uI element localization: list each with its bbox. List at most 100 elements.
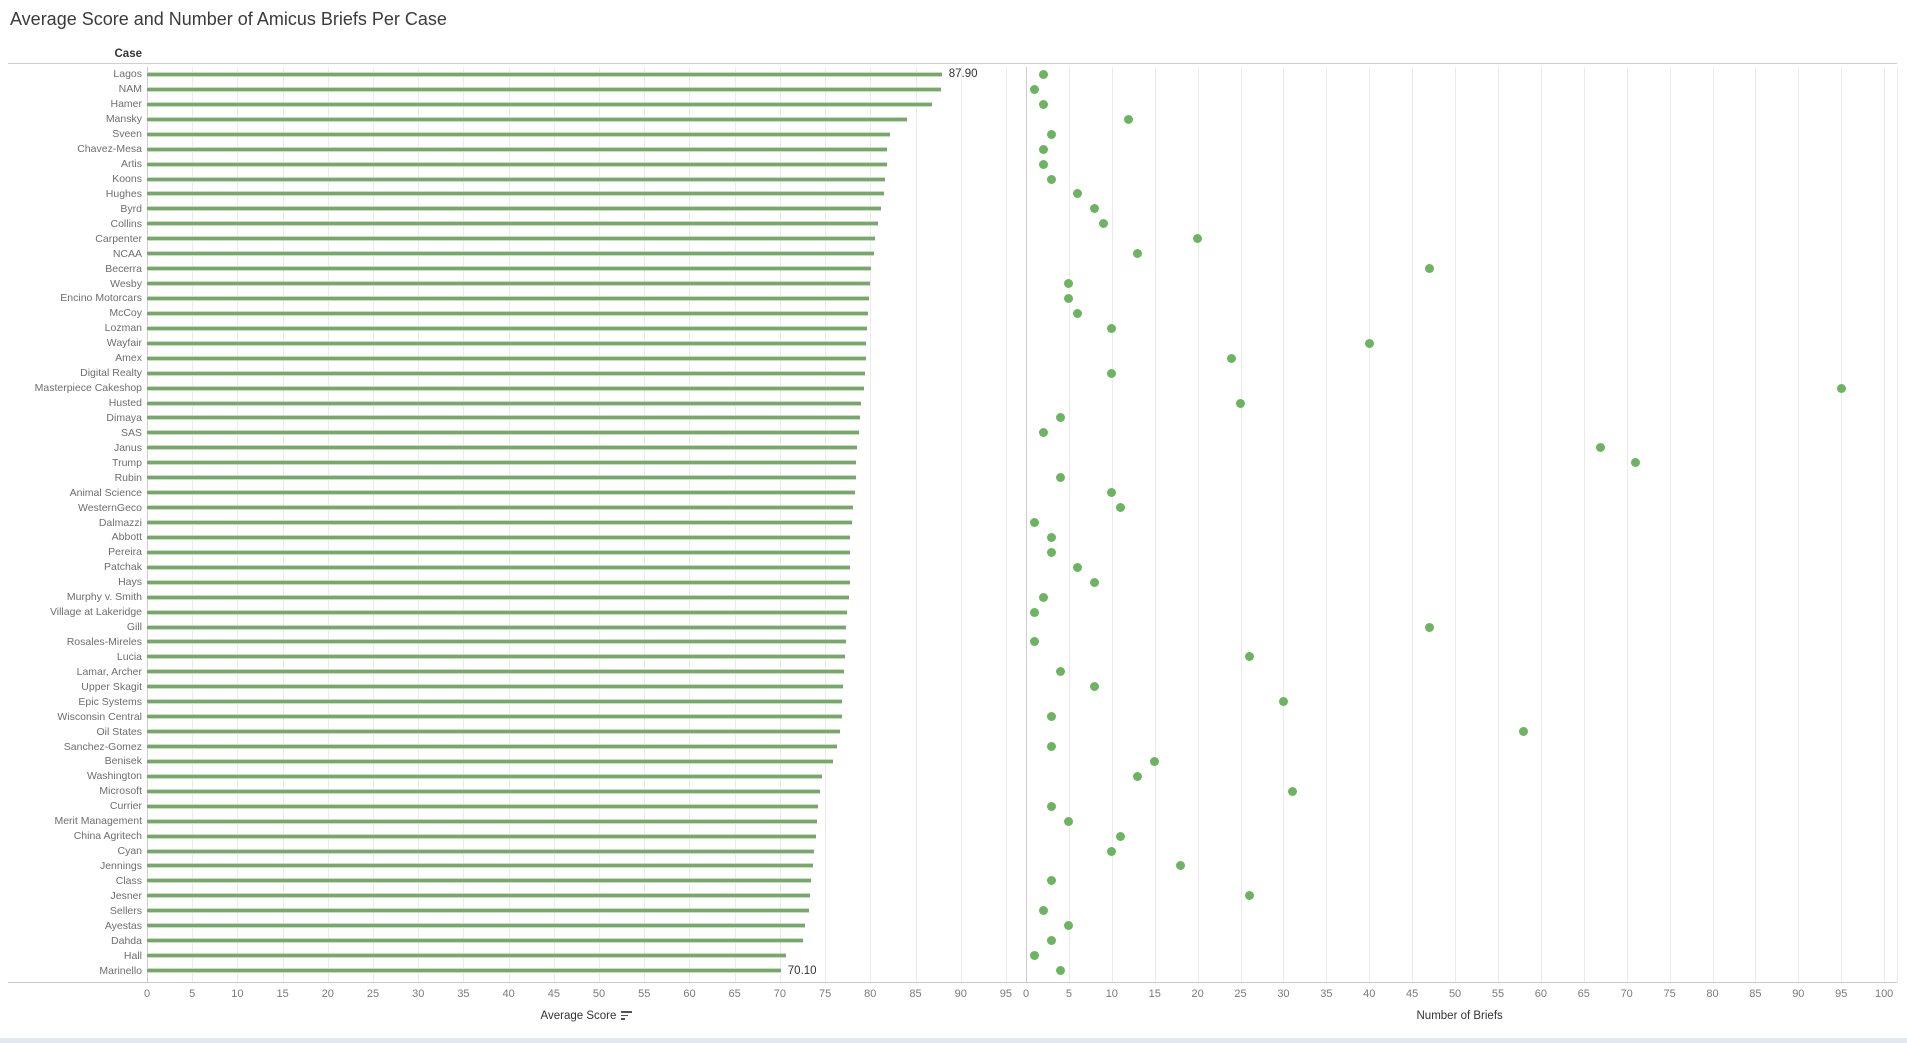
case-label[interactable]: Jesner [110, 889, 142, 902]
score-bar[interactable] [147, 520, 853, 525]
briefs-dot[interactable] [1175, 861, 1185, 871]
briefs-dot[interactable] [1150, 756, 1160, 766]
case-label[interactable]: Upper Skagit [81, 680, 142, 693]
case-label[interactable]: Patchak [104, 561, 142, 574]
case-label[interactable]: Hall [123, 949, 142, 962]
briefs-dot[interactable] [1278, 697, 1288, 707]
briefs-dot[interactable] [1090, 682, 1100, 692]
score-bar[interactable] [147, 310, 868, 316]
briefs-dot[interactable] [1047, 547, 1057, 557]
case-label[interactable]: Currier [109, 800, 142, 813]
briefs-dot[interactable] [1090, 577, 1100, 587]
score-bar[interactable] [147, 251, 874, 257]
case-label[interactable]: Epic Systems [78, 695, 142, 708]
score-bar[interactable] [147, 86, 941, 92]
score-bar[interactable] [147, 669, 845, 675]
briefs-dot[interactable] [1047, 876, 1057, 886]
score-bar[interactable] [147, 385, 864, 391]
briefs-dot[interactable] [1047, 801, 1057, 811]
briefs-dot[interactable] [1055, 413, 1065, 423]
briefs-dot[interactable] [1064, 293, 1074, 303]
briefs-dot[interactable] [1038, 99, 1048, 109]
score-bar[interactable] [147, 370, 865, 376]
briefs-dot[interactable] [1090, 204, 1100, 214]
briefs-dot[interactable] [1047, 129, 1057, 139]
score-bar[interactable] [147, 534, 851, 540]
case-label[interactable]: Dalmazzi [98, 516, 142, 529]
case-label[interactable]: Sveen [112, 128, 142, 141]
briefs-dot[interactable] [1287, 786, 1297, 796]
briefs-dot[interactable] [1424, 264, 1434, 274]
sort-descending-icon[interactable] [621, 1011, 633, 1020]
briefs-dot[interactable] [1596, 443, 1606, 453]
case-label[interactable]: WesternGeco [78, 501, 142, 514]
briefs-dot[interactable] [1064, 279, 1074, 289]
briefs-dot[interactable] [1519, 727, 1529, 737]
case-label[interactable]: Village at Lakeridge [49, 606, 142, 619]
case-label[interactable]: Chavez-Mesa [77, 143, 142, 156]
score-bar[interactable] [147, 71, 942, 77]
case-label[interactable]: Wayfair [106, 337, 142, 350]
case-label[interactable]: Microsoft [99, 785, 142, 798]
score-bar[interactable] [147, 206, 882, 212]
score-bar[interactable] [147, 355, 866, 361]
score-bar[interactable] [147, 624, 846, 630]
briefs-dot[interactable] [1107, 846, 1117, 856]
briefs-dot[interactable] [1107, 323, 1117, 333]
case-label[interactable]: Byrd [120, 202, 142, 215]
case-label[interactable]: Trump [112, 456, 142, 469]
score-bar[interactable] [147, 161, 887, 167]
case-label[interactable]: Wesby [110, 277, 142, 290]
briefs-dot[interactable] [1038, 144, 1048, 154]
briefs-dot[interactable] [1424, 622, 1434, 632]
briefs-dot[interactable] [1115, 831, 1125, 841]
case-label[interactable]: Pereira [108, 546, 142, 559]
score-bar[interactable] [147, 758, 834, 764]
score-bar[interactable] [147, 714, 843, 720]
case-label[interactable]: Ayestas [104, 919, 142, 932]
case-label[interactable]: China Agritech [73, 830, 142, 843]
score-bar[interactable] [147, 968, 781, 974]
briefs-dot[interactable] [1244, 652, 1254, 662]
case-label[interactable]: Koons [112, 173, 142, 185]
score-bar[interactable] [147, 953, 787, 959]
briefs-dot[interactable] [1115, 503, 1125, 513]
score-bar[interactable] [147, 490, 855, 496]
case-label[interactable]: Rubin [114, 471, 142, 484]
score-bar[interactable] [147, 744, 837, 750]
score-bar[interactable] [147, 639, 846, 645]
score-bar[interactable] [147, 101, 932, 107]
case-label[interactable]: Oil States [96, 725, 142, 738]
briefs-dot[interactable] [1236, 398, 1246, 408]
score-bar[interactable] [147, 609, 847, 615]
case-label[interactable]: Merit Management [54, 815, 142, 828]
score-bar[interactable] [147, 773, 823, 779]
case-label[interactable]: Abbott [111, 531, 142, 544]
case-label[interactable]: Lagos [113, 68, 142, 81]
case-label[interactable]: Dahda [111, 934, 142, 947]
briefs-dot[interactable] [1055, 473, 1065, 483]
score-bar[interactable] [147, 325, 867, 331]
score-bar[interactable] [147, 505, 854, 511]
case-label[interactable]: Becerra [105, 262, 142, 275]
case-label[interactable]: Lucia [116, 650, 142, 663]
score-bar[interactable] [147, 878, 811, 884]
case-label[interactable]: NCAA [112, 247, 142, 260]
briefs-dot[interactable] [1030, 607, 1040, 617]
score-bar[interactable] [147, 340, 866, 346]
score-bar[interactable] [147, 923, 806, 929]
score-bar[interactable] [147, 699, 843, 705]
score-bar[interactable] [147, 221, 879, 227]
score-bar[interactable] [147, 893, 810, 899]
briefs-dot[interactable] [1072, 189, 1082, 199]
briefs-dot[interactable] [1038, 159, 1048, 169]
score-bar[interactable] [147, 445, 857, 451]
briefs-dot[interactable] [1107, 488, 1117, 498]
case-label[interactable]: SAS [120, 426, 142, 439]
case-label[interactable]: Sanchez-Gomez [63, 740, 142, 753]
briefs-dot[interactable] [1107, 368, 1117, 378]
case-label[interactable]: Encino Motorcars [60, 292, 142, 305]
score-bar[interactable] [147, 549, 850, 555]
score-bar[interactable] [147, 654, 845, 660]
case-label[interactable]: Benisek [104, 755, 142, 768]
